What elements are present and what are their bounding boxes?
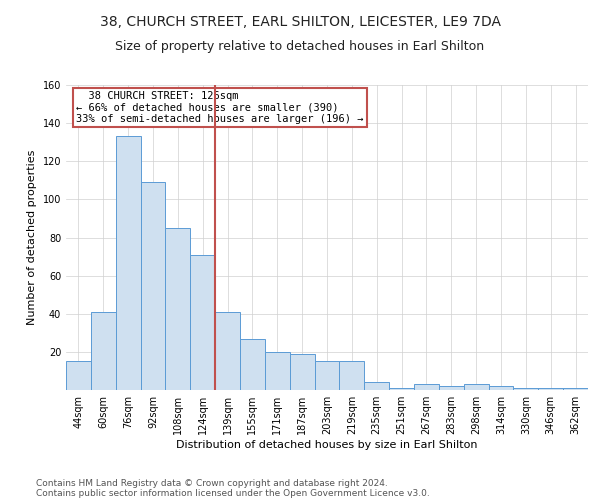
Bar: [265, 352, 290, 390]
Bar: [439, 386, 464, 390]
Y-axis label: Number of detached properties: Number of detached properties: [27, 150, 37, 325]
Bar: [140, 182, 166, 390]
Bar: [116, 136, 140, 390]
Bar: [340, 362, 364, 390]
X-axis label: Distribution of detached houses by size in Earl Shilton: Distribution of detached houses by size …: [176, 440, 478, 450]
Bar: [514, 388, 538, 390]
Bar: [91, 312, 116, 390]
Bar: [314, 362, 340, 390]
Bar: [414, 384, 439, 390]
Bar: [166, 228, 190, 390]
Text: Contains HM Land Registry data © Crown copyright and database right 2024.: Contains HM Land Registry data © Crown c…: [36, 478, 388, 488]
Text: Contains public sector information licensed under the Open Government Licence v3: Contains public sector information licen…: [36, 488, 430, 498]
Bar: [66, 362, 91, 390]
Bar: [464, 384, 488, 390]
Text: Size of property relative to detached houses in Earl Shilton: Size of property relative to detached ho…: [115, 40, 485, 53]
Bar: [488, 386, 514, 390]
Text: 38 CHURCH STREET: 126sqm
← 66% of detached houses are smaller (390)
33% of semi-: 38 CHURCH STREET: 126sqm ← 66% of detach…: [76, 91, 364, 124]
Bar: [290, 354, 314, 390]
Bar: [364, 382, 389, 390]
Text: 38, CHURCH STREET, EARL SHILTON, LEICESTER, LE9 7DA: 38, CHURCH STREET, EARL SHILTON, LEICEST…: [100, 15, 500, 29]
Bar: [240, 338, 265, 390]
Bar: [389, 388, 414, 390]
Bar: [190, 254, 215, 390]
Bar: [538, 388, 563, 390]
Bar: [563, 388, 588, 390]
Bar: [215, 312, 240, 390]
